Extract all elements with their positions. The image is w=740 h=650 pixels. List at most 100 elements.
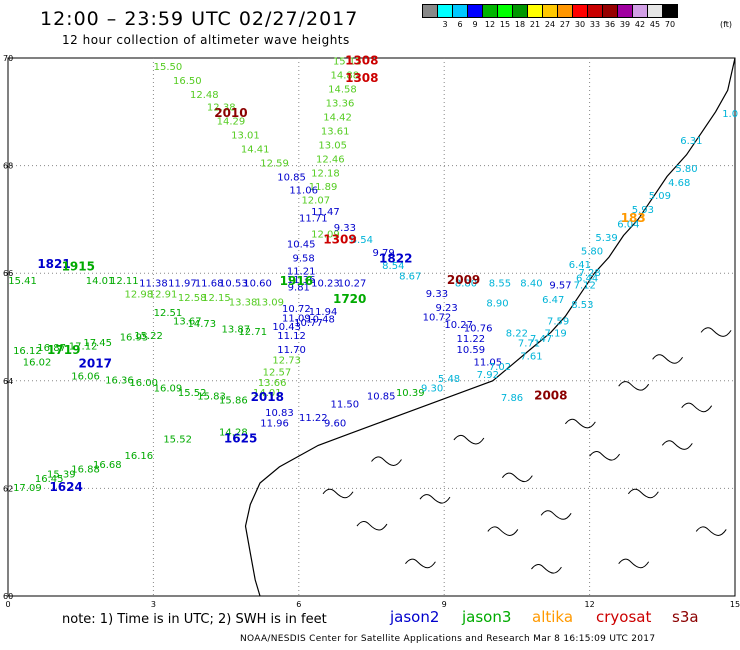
lon-tick-label: 3 bbox=[151, 600, 156, 609]
wave-height-value: 14.28 bbox=[219, 428, 248, 439]
wave-height-value: 11.70 bbox=[277, 345, 306, 356]
wave-height-value: 12.98 bbox=[125, 289, 154, 300]
lat-tick-label: 64 bbox=[3, 377, 13, 386]
wave-height-value: 5.09 bbox=[649, 191, 671, 202]
wave-height-value: 9.60 bbox=[324, 419, 346, 430]
wave-height-value: 10.27 bbox=[444, 320, 473, 331]
wave-height-value: 15.39 bbox=[47, 470, 76, 481]
wave-height-value: 12.11 bbox=[110, 276, 139, 287]
inland-water-outline bbox=[652, 354, 684, 364]
wave-height-value: 10.39 bbox=[396, 388, 425, 399]
track-time-label: 2009 bbox=[447, 273, 480, 287]
colorbar-label: 27 bbox=[559, 20, 571, 29]
inland-water-outline bbox=[540, 510, 572, 520]
wave-height-value: 8.54 bbox=[382, 261, 404, 272]
lon-tick-label: 9 bbox=[442, 600, 447, 609]
colorbar-labels: 3 6 9 12 15 18 21 24 27 30 33 36 39 42 45 70 bbox=[422, 20, 740, 32]
wave-height-value: 13.87 bbox=[221, 324, 250, 335]
inland-water-outline bbox=[371, 456, 402, 467]
wave-height-value: 10.72 bbox=[423, 313, 452, 324]
wave-height-value: 12.91 bbox=[149, 289, 178, 300]
legend-jason3: jason3 bbox=[462, 608, 512, 626]
wave-height-value: 11.22 bbox=[457, 334, 486, 345]
track-time-label: 1822 bbox=[379, 251, 412, 265]
wave-height-value: 13.09 bbox=[255, 297, 284, 308]
wave-height-value: 15.52 bbox=[163, 435, 192, 446]
inland-water-outline bbox=[661, 440, 693, 450]
wave-height-value: 10.59 bbox=[457, 345, 486, 356]
units-note: note: 1) Time is in UTC; 2) SWH is in fe… bbox=[62, 612, 327, 627]
legend-cryosat: cryosat bbox=[596, 608, 652, 626]
colorbar-label: 15 bbox=[499, 20, 511, 29]
wave-height-value: 13.66 bbox=[258, 378, 287, 389]
wave-height-value: 11.50 bbox=[331, 400, 360, 411]
wave-height-value: 12.57 bbox=[263, 367, 292, 378]
wave-height-value: 1.0 bbox=[722, 109, 738, 120]
wave-height-value: 16.88 bbox=[71, 464, 100, 475]
track-time-label: 1308 bbox=[345, 53, 378, 67]
wave-height-value: 6.04 bbox=[617, 219, 639, 230]
wave-height-value: 7.19 bbox=[545, 329, 567, 340]
wave-height-value: 13.36 bbox=[326, 98, 355, 109]
wave-height-value: 11.97 bbox=[168, 279, 197, 290]
wave-height-value: 14.01 bbox=[86, 276, 115, 287]
wave-height-value: 9.81 bbox=[288, 282, 310, 293]
track-time-label: 1625 bbox=[224, 432, 257, 446]
inland-water-outline bbox=[419, 494, 451, 504]
wave-height-value: 16.45 bbox=[35, 474, 64, 485]
page-subtitle: 12 hour collection of altimeter wave hei… bbox=[62, 33, 350, 47]
wave-height-value: 14.41 bbox=[241, 145, 270, 156]
wave-height-value: 16.12 bbox=[13, 346, 42, 357]
colorbar-unit: (ft) bbox=[720, 20, 733, 29]
coastline-path bbox=[244, 57, 736, 597]
wave-height-value: 16.09 bbox=[154, 384, 183, 395]
track-time-label: 2008 bbox=[534, 389, 567, 403]
wave-height-value: 17.12 bbox=[69, 342, 98, 353]
coastline bbox=[244, 57, 736, 597]
wave-height-value: 10.85 bbox=[367, 392, 396, 403]
wave-height-value: 11.06 bbox=[289, 186, 318, 197]
wave-height-value: 13.38 bbox=[229, 297, 258, 308]
wave-height-value: 7.12 bbox=[574, 280, 596, 291]
wave-height-value: 16.06 bbox=[71, 372, 100, 383]
track-time-label: 2018 bbox=[251, 390, 284, 404]
wave-height-value: 10.43 bbox=[272, 322, 301, 333]
lat-tick-label: 68 bbox=[3, 162, 13, 171]
wave-height-value: 9.57 bbox=[549, 280, 571, 291]
lon-tick-label: 6 bbox=[296, 600, 301, 609]
wave-height-value: 9.23 bbox=[435, 303, 457, 314]
inland-water-outline bbox=[700, 327, 732, 337]
wave-height-value: 17.45 bbox=[83, 338, 112, 349]
wave-height-value: 14.42 bbox=[323, 112, 352, 123]
colorbar-swatch bbox=[662, 4, 678, 18]
wave-height-value: 12.15 bbox=[202, 293, 231, 304]
wave-height-value: 15.86 bbox=[219, 395, 248, 406]
wave-height-value: 16.95 bbox=[120, 332, 149, 343]
wave-height-value: 12.73 bbox=[272, 356, 301, 367]
wave-height-value: 11.22 bbox=[299, 413, 328, 424]
wave-height-value: 15.52 bbox=[178, 388, 207, 399]
wave-height-value: 6.44 bbox=[576, 273, 598, 284]
wave-height-value: 13.05 bbox=[318, 140, 347, 151]
wave-height-value: 7.71 bbox=[518, 338, 540, 349]
colorbar-label: 42 bbox=[634, 20, 646, 29]
inland-water-outline bbox=[695, 526, 727, 536]
colorbar-label: 24 bbox=[544, 20, 556, 29]
page-title: 12:00 – 23:59 UTC 02/27/2017 bbox=[40, 8, 359, 30]
inland-water-outline bbox=[618, 381, 650, 391]
wave-height-value: 7.28 bbox=[578, 268, 600, 279]
track-time-label: 1309 bbox=[323, 233, 356, 247]
wave-height-value: 5.80 bbox=[675, 164, 697, 175]
colorbar-label: 18 bbox=[514, 20, 526, 29]
wave-height-value: 15.12 bbox=[333, 56, 362, 67]
observations: 15.12 14.88 14.58 13.36 14.42 13.61 13.05 12.46… bbox=[8, 56, 738, 494]
wave-height-value: 10.48 bbox=[306, 315, 335, 326]
wave-height-value: 12.71 bbox=[238, 327, 267, 338]
wave-height-value: 5.93 bbox=[632, 205, 654, 216]
wave-height-value: 10.85 bbox=[277, 173, 306, 184]
lat-tick-label: 62 bbox=[3, 484, 13, 493]
wave-height-value: 7.92 bbox=[477, 370, 499, 381]
wave-height-value: 12.18 bbox=[311, 168, 340, 179]
wave-height-value: 10.83 bbox=[265, 408, 294, 419]
